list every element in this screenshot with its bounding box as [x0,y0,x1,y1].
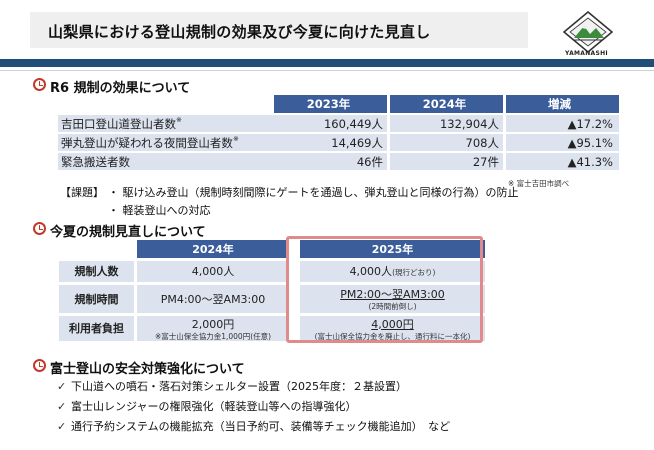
check-icon: ✓ [57,380,67,393]
header-blank [59,240,134,261]
table-row: 吉田口登山道登山者数※ 160,449人 132,904人 ▲17.2% [58,114,619,134]
row-label: 吉田口登山道登山者数※ [58,114,274,134]
value-2024: 4,000人 [137,259,289,285]
section3-title: 富士登山の安全対策強化について [50,362,245,377]
effects-table: 2023年 2024年 増減 吉田口登山道登山者数※ 160,449人 132,… [58,95,619,172]
row-label: 利用者負担 [59,314,134,344]
header-bar [0,59,654,67]
page-title: 山梨県における登山規制の効果及び今夏に向けた見直し [48,23,431,41]
table-row: 規制人数 4,000人 4,000人(現行どおり) [59,259,485,285]
section1-title: R6 規制の効果について [50,81,191,96]
header-change: 増減 [506,95,619,115]
value-2025: 4,000円 (富士山保全協力金を廃止し、通行料に一本化) [300,314,485,344]
table-row: 規制時間 PM4:00～翌AM3:00 PM2:00～翌AM3:00 (2時間前倒… [59,283,485,316]
value-2024: 708人 [390,133,503,153]
value-2023: 14,469人 [274,133,387,153]
table-row: 利用者負担 2,000円 ※富士山保全協力金1,000円(任意) 4,000円 (富… [59,314,485,344]
section2-title: 今夏の規制見直しについて [50,225,206,240]
divider [0,70,654,71]
list-item: ✓ 下山道への噴石・落石対策シェルター設置（2025年度：２基設置） [57,380,407,393]
check-icon: ✓ [57,420,67,433]
clock-icon [33,222,46,235]
table-row: 弾丸登山が疑われる夜間登山者数※ 14,469人 708人 ▲95.1% [58,133,619,153]
title-box [30,12,528,48]
value-2024: 132,904人 [390,114,503,134]
clock-icon [33,78,46,91]
value-2023: 46件 [274,152,387,172]
row-label: 弾丸登山が疑われる夜間登山者数※ [58,133,274,153]
value-2025: 4,000人(現行どおり) [300,259,485,285]
issue-line: ・ 駆け込み登山（規制時刻間際にゲートを通過し、弾丸登山と同様の行為）の防止 [108,186,519,199]
table-row: 緊急搬送者数 46件 27件 ▲41.3% [58,152,619,172]
table-header-row: 2024年 2025年 [59,240,485,261]
yamanashi-logo-icon [562,10,614,54]
highlight-box [286,236,483,343]
clock-icon [33,359,46,372]
value-change: ▲41.3% [506,152,619,172]
issue-line: ・ 軽装登山への対応 [108,204,211,217]
check-icon: ✓ [57,400,67,413]
value-2025: PM2:00～翌AM3:00 (2時間前倒し) [300,283,485,316]
header-2024: 2024年 [137,240,289,261]
source-note: ※ 富士吉田市調べ [508,179,570,188]
row-label: 規制時間 [59,283,134,316]
list-item: ✓ 富士山レンジャーの権限強化（軽装登山等への指導強化） [57,400,357,413]
value-2023: 160,449人 [274,114,387,134]
value-2024: 27件 [390,152,503,172]
value-change: ▲17.2% [506,114,619,134]
header-2024: 2024年 [390,95,503,115]
list-item: ✓ 通行予約システムの機能拡充（当日予約可、装備等チェック機能追加） など [57,420,451,433]
regulation-table: 2024年 2025年 規制人数 4,000人 4,000人(現行どおり) 規制… [59,240,485,344]
value-2024: PM4:00～翌AM3:00 [137,283,289,316]
table-header-row: 2023年 2024年 増減 [58,95,619,115]
logo-text: YAMANASHI [565,50,608,57]
header-2025: 2025年 [300,240,485,261]
value-change: ▲95.1% [506,133,619,153]
header-2023: 2023年 [274,95,387,115]
value-2024: 2,000円 ※富士山保全協力金1,000円(任意) [137,314,289,344]
header-blank [58,95,274,115]
issue-label: 【課題】 [60,186,104,199]
row-label: 緊急搬送者数 [58,152,274,172]
row-label: 規制人数 [59,259,134,285]
